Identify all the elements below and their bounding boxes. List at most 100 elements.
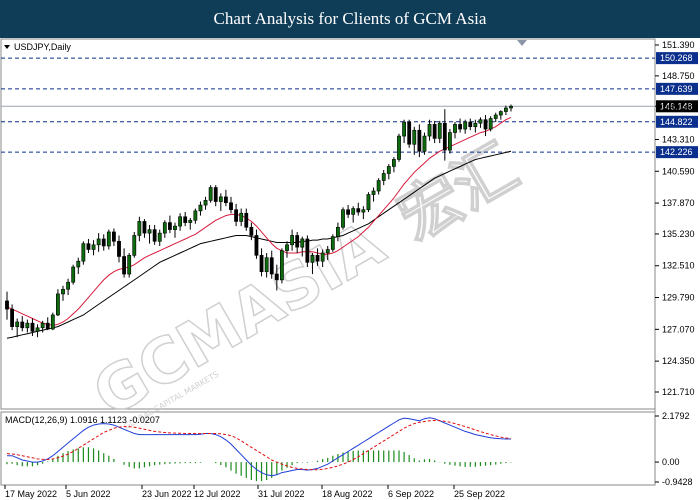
price-tick-label: 137.870 (662, 198, 695, 208)
candle (15, 318, 20, 338)
candle (81, 241, 86, 265)
candle (417, 124, 422, 158)
price-tick-label: 132.510 (662, 261, 695, 271)
candle (198, 201, 203, 216)
time-axis: 17 May 2022 5 Jun 2022 23 Jun 2022 12 Jul 2… (4, 485, 505, 499)
chart-shift-icon[interactable] (517, 40, 527, 46)
candle (254, 229, 259, 259)
candle (427, 119, 432, 141)
candle (376, 178, 381, 195)
candle (493, 112, 498, 123)
candle (422, 132, 427, 155)
candle (152, 224, 157, 245)
candle (386, 164, 391, 180)
candle (453, 122, 457, 139)
candle (468, 118, 473, 131)
horizontal-levels: 150.268 147.639 144.822 142.226 146.148 (1, 52, 698, 159)
candle (162, 220, 167, 238)
symbol-dropdown-icon[interactable] (4, 45, 10, 49)
candle (50, 312, 55, 331)
candle (142, 219, 147, 238)
time-tick-label: 5 Jun 2022 (66, 489, 111, 499)
price-tick-label: 140.590 (662, 166, 695, 176)
candle (315, 248, 320, 266)
time-tick-label: 23 Jun 2022 (142, 489, 192, 499)
candle (40, 320, 45, 333)
candle (208, 185, 213, 203)
candle (112, 228, 116, 246)
candle (366, 192, 371, 213)
macd-tick-label: -0.9428 (662, 477, 693, 487)
candle (35, 324, 40, 338)
candle (234, 203, 238, 227)
candle (117, 235, 121, 263)
candle (20, 316, 25, 332)
chart-banner-title: Chart Analysis for Clients of GCM Asia (0, 0, 700, 38)
candle (239, 208, 244, 227)
candle (218, 193, 223, 211)
candle (122, 248, 126, 278)
candle (397, 133, 401, 162)
candle (325, 245, 330, 261)
macd-tick-label: 2.1792 (662, 411, 690, 421)
candle (10, 304, 14, 331)
current-price-label: 146.148 (660, 101, 693, 111)
price-tick-label: 151.390 (662, 40, 695, 50)
candle (101, 234, 106, 251)
candle (463, 119, 468, 134)
candle (351, 206, 356, 223)
candle (264, 252, 269, 278)
candle (249, 222, 254, 241)
candle (371, 187, 376, 202)
price-axis: 151.390 148.750 146.148 143.310 140.590 137.8… (655, 40, 695, 397)
candle (407, 119, 412, 148)
candle (504, 105, 508, 116)
price-tick-label: 148.750 (662, 71, 695, 81)
candle (381, 169, 386, 186)
candle (320, 249, 325, 268)
candle (173, 222, 177, 238)
price-tick-label: 121.710 (662, 387, 695, 397)
level-price-label: 142.226 (660, 147, 693, 157)
candle (71, 264, 76, 285)
candle (412, 126, 417, 155)
level-price-box (656, 115, 698, 128)
candle (229, 196, 233, 214)
candle (473, 119, 478, 133)
time-tick-label: 12 Jul 2022 (194, 489, 241, 499)
candle (30, 318, 35, 336)
chart-canvas: GCMASIA 宏汇 GLOBAL CAPITAL MARKETS 150.26… (0, 38, 698, 499)
candle (336, 222, 340, 242)
candle (361, 206, 366, 220)
candle (488, 116, 493, 132)
candle (498, 110, 503, 120)
price-tick-label: 124.350 (662, 356, 695, 366)
candle (437, 120, 442, 144)
candle (269, 250, 274, 279)
candle (483, 115, 488, 137)
candle (356, 202, 361, 216)
candle (509, 104, 513, 112)
candle (188, 217, 193, 230)
current-price-box (656, 100, 698, 113)
candle (61, 285, 65, 301)
time-tick-label: 6 Sep 2022 (388, 489, 434, 499)
price-tick-label: 127.070 (662, 324, 695, 334)
candle (402, 119, 406, 144)
candle (295, 231, 300, 253)
candle (25, 319, 30, 333)
candlesticks (5, 104, 513, 338)
candle (45, 317, 50, 331)
candle (168, 215, 172, 234)
time-tick-label: 18 Aug 2022 (322, 489, 373, 499)
price-tick-label: 146.148 (662, 101, 695, 111)
candle (132, 231, 137, 258)
price-tick-label: 129.790 (662, 293, 695, 303)
candle (259, 248, 264, 277)
time-tick-label: 17 May 2022 (5, 489, 57, 499)
symbol-label: USDJPY,Daily (14, 42, 71, 52)
level-price-label: 150.268 (660, 53, 693, 63)
candle (86, 238, 91, 253)
candle (330, 234, 335, 252)
candle (280, 248, 284, 284)
